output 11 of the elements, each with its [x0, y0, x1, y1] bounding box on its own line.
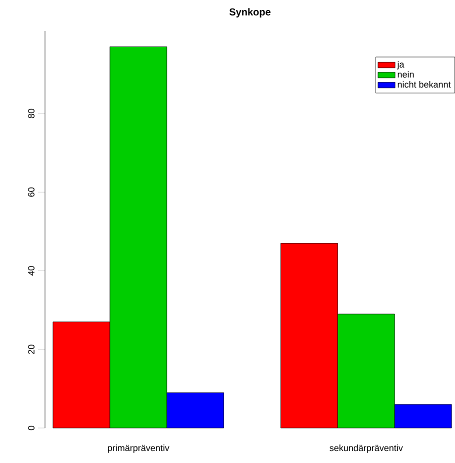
y-tick-label: 40	[28, 266, 34, 276]
y-tick-label: 0	[28, 426, 34, 430]
y-tick-label: 80	[28, 108, 34, 118]
y-tick-label: 60	[28, 188, 34, 197]
x-tick-label: primärpräventiv	[108, 444, 170, 453]
y-tick-label: 20	[28, 344, 34, 354]
legend-label: nicht bekannt	[398, 81, 451, 88]
legend-label: nein	[398, 71, 414, 78]
legend-label: ja	[397, 61, 404, 70]
x-tick-label: sekundärpräventiv	[330, 444, 403, 453]
chart-title: Synkope	[229, 8, 271, 18]
